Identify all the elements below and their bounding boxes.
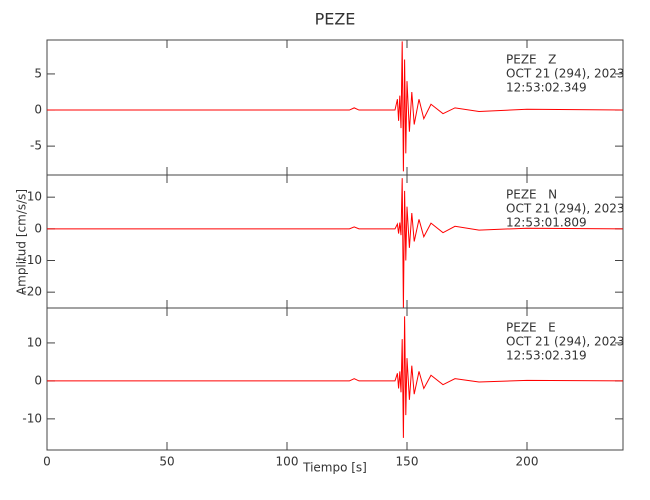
y-tick-label: 10 [27, 335, 42, 349]
annotation: PEZE Z [506, 53, 556, 67]
annotation: 12:53:02.349 [506, 81, 587, 95]
trace [47, 178, 624, 309]
y-tick-label: -5 [30, 139, 42, 153]
y-tick-label: 10 [27, 190, 42, 204]
annotation: OCT 21 (294), 2023 [506, 335, 625, 349]
annotation: 12:53:02.319 [506, 349, 587, 363]
x-tick-label: 0 [43, 455, 51, 469]
annotation: 12:53:01.809 [506, 216, 587, 230]
x-tick-label: 50 [159, 455, 174, 469]
chart-title: PEZE [315, 10, 356, 29]
y-tick-label: -20 [22, 285, 42, 299]
y-tick-label: -10 [22, 411, 42, 425]
annotation: OCT 21 (294), 2023 [506, 67, 625, 81]
annotation: PEZE N [506, 188, 557, 202]
y-tick-label: 0 [34, 373, 42, 387]
x-tick-label: 150 [396, 455, 419, 469]
y-axis-label: Amplitud [cm/s/s] [15, 189, 29, 295]
y-tick-label: -10 [22, 253, 42, 267]
x-tick-label: 100 [276, 455, 299, 469]
trace [47, 41, 624, 172]
x-axis-label: Tiempo [s] [302, 461, 367, 475]
y-tick-label: 0 [34, 221, 42, 235]
annotation: PEZE E [506, 321, 556, 335]
y-tick-label: 0 [34, 103, 42, 117]
y-tick-label: 5 [34, 66, 42, 80]
panel-frame [46, 307, 624, 451]
x-tick-label: 200 [516, 455, 539, 469]
trace [47, 316, 624, 438]
annotation: OCT 21 (294), 2023 [506, 202, 625, 216]
